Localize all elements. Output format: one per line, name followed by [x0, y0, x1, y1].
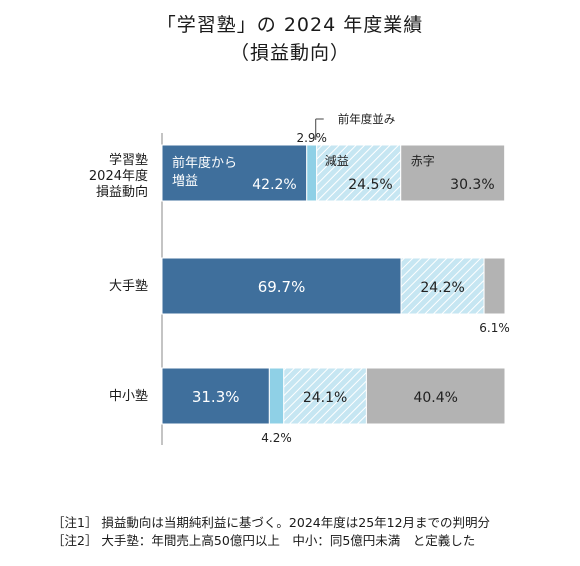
note-2: ［注2］ 大手塾：年間売上高50億円以上 中小：同5億円未満 と定義した	[52, 533, 476, 548]
inline-series-label: 赤字	[411, 153, 435, 168]
data-label: 31.3%	[192, 388, 240, 406]
bar-segment	[161, 144, 308, 202]
inline-series-label: 減益	[325, 153, 349, 168]
category-label: 2024年度	[89, 168, 148, 184]
data-label: 4.2%	[261, 431, 292, 445]
bar-segment	[483, 257, 506, 315]
bar-segment	[161, 257, 402, 315]
bar-segment	[365, 367, 506, 425]
inline-series-label: 増益	[172, 174, 198, 189]
bar-segment	[400, 257, 485, 315]
category-label: 学習塾	[109, 152, 148, 168]
data-label: 2.9%	[296, 131, 327, 145]
category-label: 中小塾	[109, 388, 148, 404]
bar-segment	[400, 144, 506, 202]
chart-title-line2: （損益動向）	[229, 42, 350, 64]
data-label: 40.4%	[413, 390, 457, 406]
data-label: 6.1%	[479, 321, 510, 335]
category-label: 大手塾	[109, 278, 148, 294]
data-label: 69.7%	[258, 278, 306, 296]
data-label: 42.2%	[252, 177, 296, 193]
bar-segment	[161, 367, 270, 425]
data-label: 24.2%	[420, 280, 464, 296]
note-1: ［注1］ 損益動向は当期純利益に基づく。2024年度は25年12月までの判明分	[52, 515, 491, 530]
bar-segment	[316, 144, 402, 202]
inline-series-label: 前年度から	[172, 155, 237, 171]
data-label: 24.1%	[303, 390, 347, 406]
bar-segment	[283, 367, 367, 425]
category-label: 損益動向	[96, 184, 148, 200]
chart-notes: ［注1］ 損益動向は当期純利益に基づく。2024年度は25年12月までの判明分 …	[52, 514, 490, 550]
inline-series-label: 前年度並み	[338, 112, 396, 126]
data-label: 30.3%	[450, 177, 494, 193]
bar-segment	[306, 144, 318, 202]
chart-title-line1: 「学習塾」の 2024 年度業績	[156, 14, 424, 36]
data-label: 24.5%	[348, 177, 392, 193]
bar-segment	[268, 367, 285, 425]
